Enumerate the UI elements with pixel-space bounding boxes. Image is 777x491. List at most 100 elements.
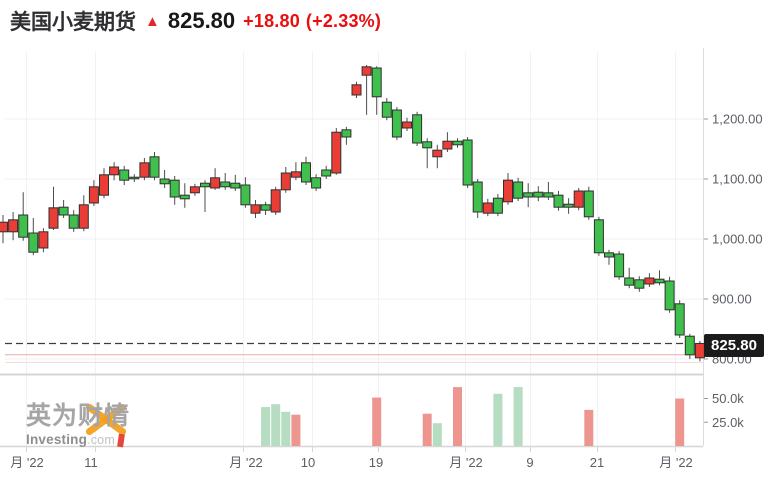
- volume-bar: [281, 411, 291, 446]
- candle-up: [573, 190, 584, 208]
- candle-up: [109, 166, 120, 176]
- watermark-chinese-name: 英为财情: [26, 402, 131, 430]
- candle-down: [220, 181, 231, 188]
- candle-down: [563, 203, 574, 208]
- candle-up: [139, 162, 150, 178]
- candle-up: [48, 207, 59, 229]
- volume-bar: [261, 407, 271, 446]
- candle-down: [492, 197, 503, 214]
- candle-down: [523, 192, 534, 198]
- candle-down: [149, 156, 160, 178]
- volume-bar: [513, 387, 523, 446]
- candle-down: [311, 177, 322, 189]
- candle-down: [240, 184, 251, 206]
- watermark-brand-name: Investing.com: [26, 432, 166, 447]
- candle-down: [604, 252, 614, 258]
- candle-down: [321, 169, 332, 177]
- volume-bar: [453, 387, 462, 446]
- candle-down: [674, 303, 685, 336]
- last-price-badge: 825.80: [704, 334, 764, 357]
- watermark-domain-text: .com: [87, 432, 115, 447]
- candle-down: [381, 101, 392, 118]
- candle-down: [58, 206, 69, 216]
- volume-bar: [584, 409, 594, 446]
- candle-down: [654, 278, 665, 284]
- candle-down: [179, 194, 190, 200]
- candle-up: [0, 221, 8, 233]
- candle-down: [260, 204, 271, 211]
- volume-bar: [372, 397, 382, 446]
- time-axis-label: 21: [590, 455, 604, 470]
- candle-up: [270, 189, 281, 213]
- candle-down: [412, 114, 423, 144]
- candle-up: [442, 140, 453, 150]
- candle-down: [452, 140, 463, 146]
- price-axis-label: 1,200.00: [712, 112, 763, 127]
- volume-bar: [422, 413, 432, 446]
- candle-down: [129, 176, 140, 180]
- time-axis-label: 月 '22: [659, 455, 693, 470]
- candle-down: [18, 214, 29, 238]
- candle-up: [250, 204, 261, 214]
- volume-bar: [675, 398, 685, 446]
- price-axis-label: 900.00: [712, 292, 752, 307]
- volume-bar: [432, 423, 442, 446]
- time-axis-label: 月 '22: [449, 455, 483, 470]
- candle-up: [644, 277, 655, 285]
- candle-down: [664, 280, 675, 311]
- candle-down: [301, 162, 311, 183]
- candle-up: [88, 186, 99, 204]
- candle-down: [533, 191, 544, 198]
- volume-bar: [271, 404, 281, 446]
- candle-up: [8, 219, 19, 233]
- candle-down: [634, 279, 645, 289]
- volume-bar: [291, 414, 301, 446]
- price-axis-label: 1,000.00: [712, 232, 763, 247]
- candle-up: [503, 179, 513, 203]
- candle-down: [614, 253, 625, 278]
- time-axis-label: 10: [301, 455, 315, 470]
- candle-down: [543, 192, 554, 198]
- candle-up: [280, 172, 291, 191]
- price-axis-label: 1,100.00: [712, 172, 763, 187]
- quote-header: 美国小麦期货 ▲ 825.80 +18.80 (+2.33%): [10, 6, 381, 36]
- candle-down: [28, 232, 39, 253]
- candle-down: [684, 335, 695, 356]
- price-change-percent: (+2.33%): [305, 10, 382, 31]
- candle-up: [351, 84, 362, 96]
- volume-axis-label: 50.0k: [712, 391, 744, 406]
- candle-up: [99, 174, 109, 196]
- candle-down: [593, 219, 604, 254]
- candle-down: [422, 141, 433, 149]
- candle-down: [472, 181, 483, 213]
- time-axis-label: 11: [84, 455, 98, 470]
- candle-up: [38, 231, 49, 249]
- candle-down: [341, 129, 352, 138]
- candle-up: [432, 149, 443, 158]
- instrument-title: 美国小麦期货: [10, 11, 136, 34]
- candle-down: [513, 181, 524, 199]
- time-axis-label: 月 '22: [10, 455, 44, 470]
- candle-down: [624, 277, 635, 286]
- candle-down: [169, 179, 180, 198]
- candle-down: [553, 194, 564, 208]
- candle-up: [402, 121, 412, 129]
- time-axis-label: 9: [526, 455, 533, 470]
- candle-up: [331, 131, 342, 174]
- price-up-arrow-icon: ▲: [145, 12, 160, 30]
- candle-up: [361, 66, 372, 76]
- candle-down: [391, 109, 402, 138]
- candle-up: [210, 177, 221, 189]
- candle-down: [462, 139, 473, 186]
- time-axis-label: 月 '22: [229, 455, 263, 470]
- candle-up: [290, 171, 301, 178]
- candle-down: [200, 182, 210, 188]
- candle-down: [159, 178, 170, 185]
- investing-watermark: 英为财情 Investing.com: [26, 402, 166, 454]
- time-axis-label: 19: [369, 455, 383, 470]
- candle-up: [482, 202, 493, 214]
- candle-down: [230, 182, 241, 189]
- price-change: +18.80: [243, 10, 300, 31]
